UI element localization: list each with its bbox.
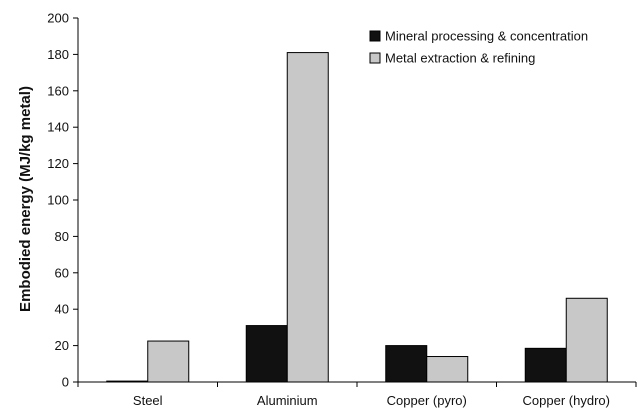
legend: Mineral processing & concentration Metal … [369,29,588,66]
y-tick-label: 100 [47,193,69,208]
y-tick-label: 120 [47,156,69,171]
bar-mineral-processing-2 [245,325,288,383]
x-tick-label: Copper (pyro) [387,393,467,408]
x-axis-ticks: Steel Aluminium Copper (pyro) Copper (hydro… [77,382,637,408]
y-tick-label: 140 [47,120,69,135]
bar-metal-extraction-1 [147,340,190,383]
y-tick-label: 200 [47,11,69,26]
y-tick-label: 160 [47,83,69,98]
bar-metal-extraction-4 [565,297,608,383]
y-tick-label: 40 [55,302,69,317]
x-tick-label: Steel [133,393,163,408]
x-tick-label: Copper (hydro) [523,393,610,408]
y-tick-label: 60 [55,265,69,280]
y-tick-label: 80 [55,229,69,244]
legend-label: Metal extraction & refining [385,51,535,66]
y-tick-label: 0 [62,375,69,390]
legend-label: Mineral processing & concentration [385,29,588,44]
bar-metal-extraction-2 [286,52,329,383]
y-axis-ticks: 0 20 40 60 80 100 120 140 160 180 200 [47,11,78,390]
x-tick-label: Aluminium [257,393,318,408]
bar-metal-extraction-3 [426,356,469,383]
y-tick-label: 180 [47,47,69,62]
y-axis-label: Embodied energy (MJ/kg metal) [17,86,34,312]
legend-swatch [369,52,381,64]
bar-mineral-processing-3 [385,345,428,383]
legend-swatch [369,30,381,42]
bars [106,52,608,383]
bar-mineral-processing-4 [524,347,567,383]
y-tick-label: 20 [55,338,69,353]
